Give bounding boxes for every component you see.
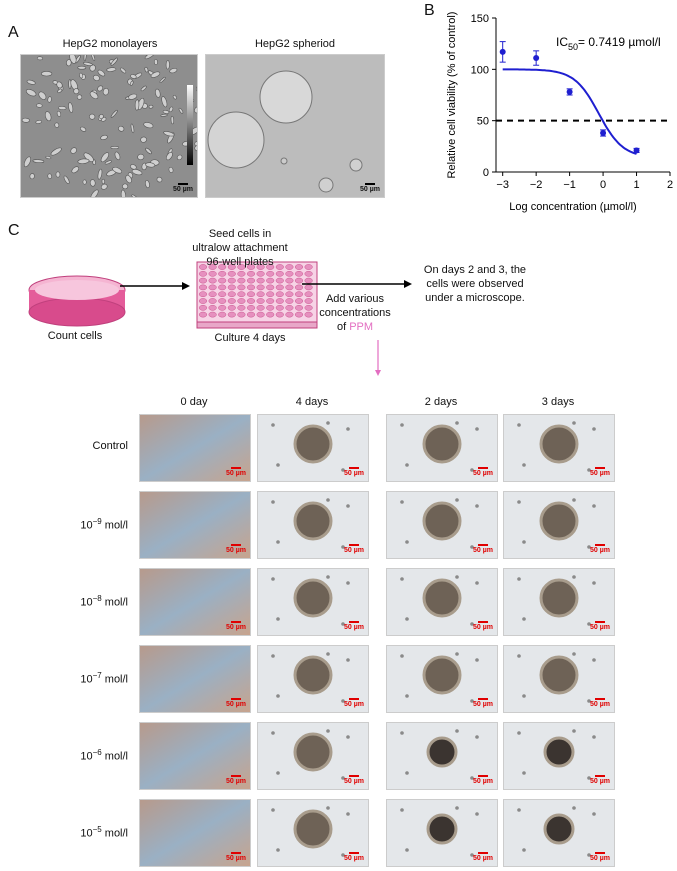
row-label: 10−6 mol/l [80, 748, 128, 763]
micrograph: 50 µm [257, 414, 369, 482]
scale-bar: 50 µm [344, 698, 364, 709]
scale-bar: 50 µm [473, 775, 493, 786]
x-tick-label: −1 [563, 179, 576, 191]
scale-bar: 50 µm [590, 621, 610, 632]
viability-chart: 0 50 100 150 −3 −2 −1 0 1 2 IC50= 0.7419 µmol/l Log… [446, 12, 673, 213]
micrograph: 50 µm [139, 568, 251, 636]
x-tick-label: −3 [496, 179, 509, 191]
scale-bar: 50 µm [344, 467, 364, 478]
micrograph: 50 µm [257, 722, 369, 790]
x-axis-label: Log concentration (µmol/l) [509, 201, 636, 213]
micrograph: 50 µm [139, 414, 251, 482]
spheroid-title: HepG2 spheriod [254, 38, 336, 50]
micrograph: 50 µm [503, 414, 615, 482]
micrograph: 50 µm [386, 568, 498, 636]
y-tick-label: 50 [477, 116, 489, 128]
micrograph: 50 µm [257, 568, 369, 636]
seed-cells-text: Seed cells in ultralow attachment 96-well … [192, 228, 288, 268]
panel-label-c: C [8, 222, 20, 239]
column-header: 0 day [180, 396, 208, 408]
monolayer-cells-graphic [21, 55, 197, 197]
micrograph: 50 µm [386, 722, 498, 790]
fit-curve [502, 68, 637, 155]
micrograph: 50 µm [139, 645, 251, 713]
scale-bar: 50 µm [590, 775, 610, 786]
count-cells-label: Count cells [47, 330, 103, 342]
micrograph: 50 µm [503, 722, 615, 790]
data-point [499, 48, 506, 55]
row-label: 10−5 mol/l [80, 825, 128, 840]
micrograph: 50 µm [503, 645, 615, 713]
micrograph: 50 µm [386, 491, 498, 559]
monolayer-image: 50 µm [20, 54, 198, 198]
scale-bar: 50 µm [344, 544, 364, 555]
y-tick-label: 0 [483, 167, 489, 179]
micrograph: 50 µm [139, 722, 251, 790]
scale-bar: 50 µm [226, 467, 246, 478]
observe-text: On days 2 and 3, the cells were observed u… [423, 264, 527, 304]
column-header: 4 days [295, 396, 329, 408]
scale-bar: 50 µm [226, 621, 246, 632]
panel-label-a: A [8, 24, 19, 41]
row-label: 10−7 mol/l [80, 671, 128, 686]
scale-bar: 50 µm [344, 621, 364, 632]
row-label: Control [92, 440, 128, 452]
micrograph: 50 µm [139, 799, 251, 867]
add-ppm-text: Add various concentrations of PPM [319, 293, 391, 333]
micrograph: 50 µm [386, 645, 498, 713]
scale-bar: 50 µm [226, 544, 246, 555]
scale-bar: 50 µm [344, 775, 364, 786]
column-header: 2 days [424, 396, 458, 408]
x-tick-label: 0 [600, 179, 606, 191]
x-tick-label: −2 [530, 179, 543, 191]
scale-bar: 50 µm [473, 621, 493, 632]
y-tick-label: 150 [471, 13, 489, 25]
scale-bar-spheroid: 50 µm [360, 183, 380, 194]
y-tick-label: 100 [471, 64, 489, 76]
scale-bar-monolayer: 50 µm [173, 183, 193, 194]
ic50-annotation: IC50= 0.7419 µmol/l [556, 35, 661, 52]
row-label: 10−8 mol/l [80, 594, 128, 609]
data-point [533, 55, 540, 62]
scale-bar: 50 µm [590, 467, 610, 478]
micrograph: 50 µm [503, 799, 615, 867]
petri-dish-icon [28, 275, 126, 327]
row-label: 10−9 mol/l [80, 517, 128, 532]
scale-bar: 50 µm [473, 544, 493, 555]
micrograph: 50 µm [257, 645, 369, 713]
micrograph: 50 µm [139, 491, 251, 559]
well-plate-icon [196, 261, 318, 329]
data-point [600, 129, 607, 136]
micrograph: 50 µm [503, 568, 615, 636]
y-axis-label: Relative cell viability (% of control) [446, 12, 458, 179]
spheroid-graphic [206, 55, 384, 197]
workflow-diagram [28, 261, 412, 376]
culture-label: Culture 4 days [214, 332, 286, 344]
data-point [633, 147, 640, 154]
scale-bar: 50 µm [226, 698, 246, 709]
scale-bar: 50 µm [590, 698, 610, 709]
scale-bar: 50 µm [344, 852, 364, 863]
scale-bar: 50 µm [226, 852, 246, 863]
monolayer-title: HepG2 monolayers [62, 38, 158, 50]
scale-bar: 50 µm [473, 698, 493, 709]
micrograph: 50 µm [386, 414, 498, 482]
micrograph: 50 µm [257, 799, 369, 867]
spheroid-image: 50 µm [205, 54, 385, 198]
scale-bar: 50 µm [473, 852, 493, 863]
micrograph: 50 µm [386, 799, 498, 867]
scale-bar: 50 µm [226, 775, 246, 786]
ppm-label: PPM [349, 321, 374, 333]
micrograph: 50 µm [503, 491, 615, 559]
scale-bar: 50 µm [473, 467, 493, 478]
scale-bar: 50 µm [590, 544, 610, 555]
x-tick-label: 2 [667, 179, 673, 191]
x-tick-label: 1 [633, 179, 639, 191]
column-header: 3 days [541, 396, 575, 408]
data-point [566, 88, 573, 95]
panel-label-b: B [424, 2, 435, 19]
micrograph: 50 µm [257, 491, 369, 559]
scale-bar: 50 µm [590, 852, 610, 863]
